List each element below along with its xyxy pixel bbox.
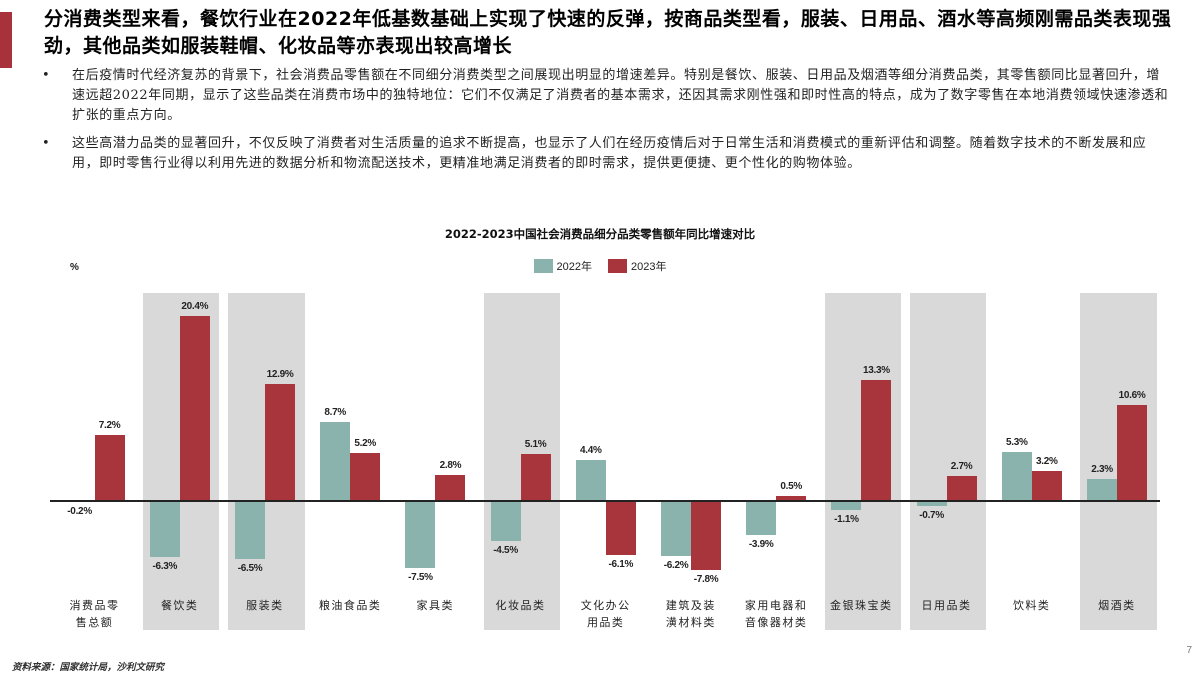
page-number: 7 bbox=[1186, 645, 1192, 656]
legend-item-2023: 2023年 bbox=[608, 258, 666, 274]
y-axis-unit: % bbox=[70, 262, 79, 273]
category-label: 建筑及装 潢材料类 bbox=[665, 599, 716, 629]
bullet-text: 这些高潜力品类的显著回升，不仅反映了消费者对生活质量的追求不断提高，也显示了人们… bbox=[72, 136, 1147, 171]
bar-2023 bbox=[605, 500, 636, 555]
bar-2022 bbox=[661, 500, 691, 556]
category-highlight-panel bbox=[910, 293, 987, 630]
data-label: -6.1% bbox=[608, 558, 634, 570]
data-label: 8.7% bbox=[324, 406, 346, 418]
title-accent-bar bbox=[0, 12, 12, 68]
bar-2023 bbox=[946, 475, 977, 500]
bar-2023 bbox=[776, 495, 807, 500]
bar-2022 bbox=[235, 500, 265, 559]
legend-swatch-2023 bbox=[608, 259, 627, 273]
bar-2022 bbox=[405, 500, 436, 568]
bar-2023 bbox=[861, 380, 892, 500]
bar-2023 bbox=[520, 454, 551, 500]
bullet-dot-icon: • bbox=[42, 136, 51, 151]
data-label: -3.9% bbox=[748, 539, 774, 551]
data-label: 2.3% bbox=[1091, 464, 1113, 476]
category-label: 饮料类 bbox=[1012, 599, 1051, 612]
data-label: -6.5% bbox=[237, 562, 263, 574]
bar-2022 bbox=[916, 500, 947, 507]
data-label: 2.7% bbox=[950, 460, 973, 472]
category-label: 文化办公 用品类 bbox=[580, 599, 631, 629]
page-title: 分消费类型来看，餐饮行业在2022年低基数基础上实现了快速的反弹，按商品类型看，… bbox=[44, 8, 1172, 57]
bullet-dot-icon: • bbox=[42, 68, 51, 83]
data-label: 2.8% bbox=[439, 459, 462, 471]
category-label: 烟酒类 bbox=[1098, 599, 1136, 612]
chart-title: 2022-2023中国社会消费品细分品类零售额年同比增速对比 bbox=[444, 227, 756, 241]
data-label: 20.4% bbox=[181, 301, 209, 313]
bar-2022 bbox=[831, 500, 862, 510]
bar-2023 bbox=[94, 435, 125, 500]
data-label: -6.2% bbox=[663, 559, 689, 571]
bar-2022 bbox=[1087, 479, 1117, 500]
bar-2022 bbox=[149, 500, 180, 557]
bar-2022 bbox=[746, 500, 777, 536]
legend-item-2022: 2022年 bbox=[533, 258, 592, 274]
bar-2023 bbox=[350, 453, 381, 500]
bullet-list: • 在后疫情时代经济复苏的背景下，社会消费品零售额在不同细分消费类型之间展现出明显… bbox=[40, 66, 1170, 182]
bar-2023 bbox=[179, 316, 210, 500]
category-label: 家具类 bbox=[416, 599, 455, 612]
bar-2023 bbox=[1031, 471, 1062, 500]
bar-2023 bbox=[265, 383, 295, 500]
data-label: -4.5% bbox=[493, 544, 518, 556]
data-label: 10.6% bbox=[1118, 389, 1146, 401]
category-label: 服装类 bbox=[246, 599, 284, 612]
category-label: 家用电器和 音像器材类 bbox=[744, 599, 808, 629]
data-label: 0.5% bbox=[780, 480, 802, 492]
bar-2022 bbox=[575, 460, 606, 500]
bullet-item: • 这些高潜力品类的显著回升，不仅反映了消费者对生活质量的追求不断提高，也显示了人… bbox=[40, 134, 1170, 174]
chart-legend: 2022年 2023年 bbox=[0, 258, 1200, 274]
category-label: 餐饮类 bbox=[160, 599, 199, 612]
data-label: 5.2% bbox=[354, 438, 376, 450]
zero-axis-line bbox=[50, 500, 1160, 502]
bullet-text: 在后疫情时代经济复苏的背景下，社会消费品零售额在不同细分消费类型之间展现出明显的… bbox=[72, 68, 1169, 123]
category-label: 化妆品类 bbox=[495, 599, 546, 612]
data-label: 3.2% bbox=[1036, 456, 1058, 468]
data-label: -7.8% bbox=[693, 574, 719, 586]
bar-2023 bbox=[1117, 404, 1147, 500]
category-label: 消费品零 售总额 bbox=[69, 599, 120, 629]
data-label: -0.2% bbox=[67, 505, 92, 517]
source-note: 资料来源：国家统计局，沙利文研究 bbox=[12, 662, 165, 673]
legend-swatch-2022 bbox=[533, 259, 553, 273]
bar-2022 bbox=[490, 500, 521, 541]
legend-label-2022: 2022年 bbox=[556, 261, 592, 273]
bar-2022 bbox=[320, 421, 351, 500]
data-label: -7.5% bbox=[408, 571, 433, 583]
data-label: 12.9% bbox=[266, 368, 294, 380]
category-label: 金银珠宝类 bbox=[830, 599, 893, 612]
data-label: 4.4% bbox=[580, 445, 602, 457]
bar-2023 bbox=[691, 500, 721, 571]
data-label: 13.3% bbox=[862, 365, 890, 377]
category-label: 粮油食品类 bbox=[318, 599, 382, 612]
data-label: 5.1% bbox=[524, 439, 547, 451]
legend-label-2023: 2023年 bbox=[631, 261, 667, 273]
bar-2023 bbox=[435, 474, 466, 500]
data-label: -1.1% bbox=[834, 513, 859, 525]
data-label: 5.3% bbox=[1006, 437, 1028, 449]
data-label: -0.7% bbox=[919, 510, 944, 522]
data-label: -6.3% bbox=[152, 560, 178, 572]
data-label: 7.2% bbox=[98, 420, 121, 432]
category-label: 日用品类 bbox=[921, 599, 972, 612]
bar-2022 bbox=[1001, 452, 1032, 500]
bullet-item: • 在后疫情时代经济复苏的背景下，社会消费品零售额在不同细分消费类型之间展现出明显… bbox=[40, 66, 1170, 126]
